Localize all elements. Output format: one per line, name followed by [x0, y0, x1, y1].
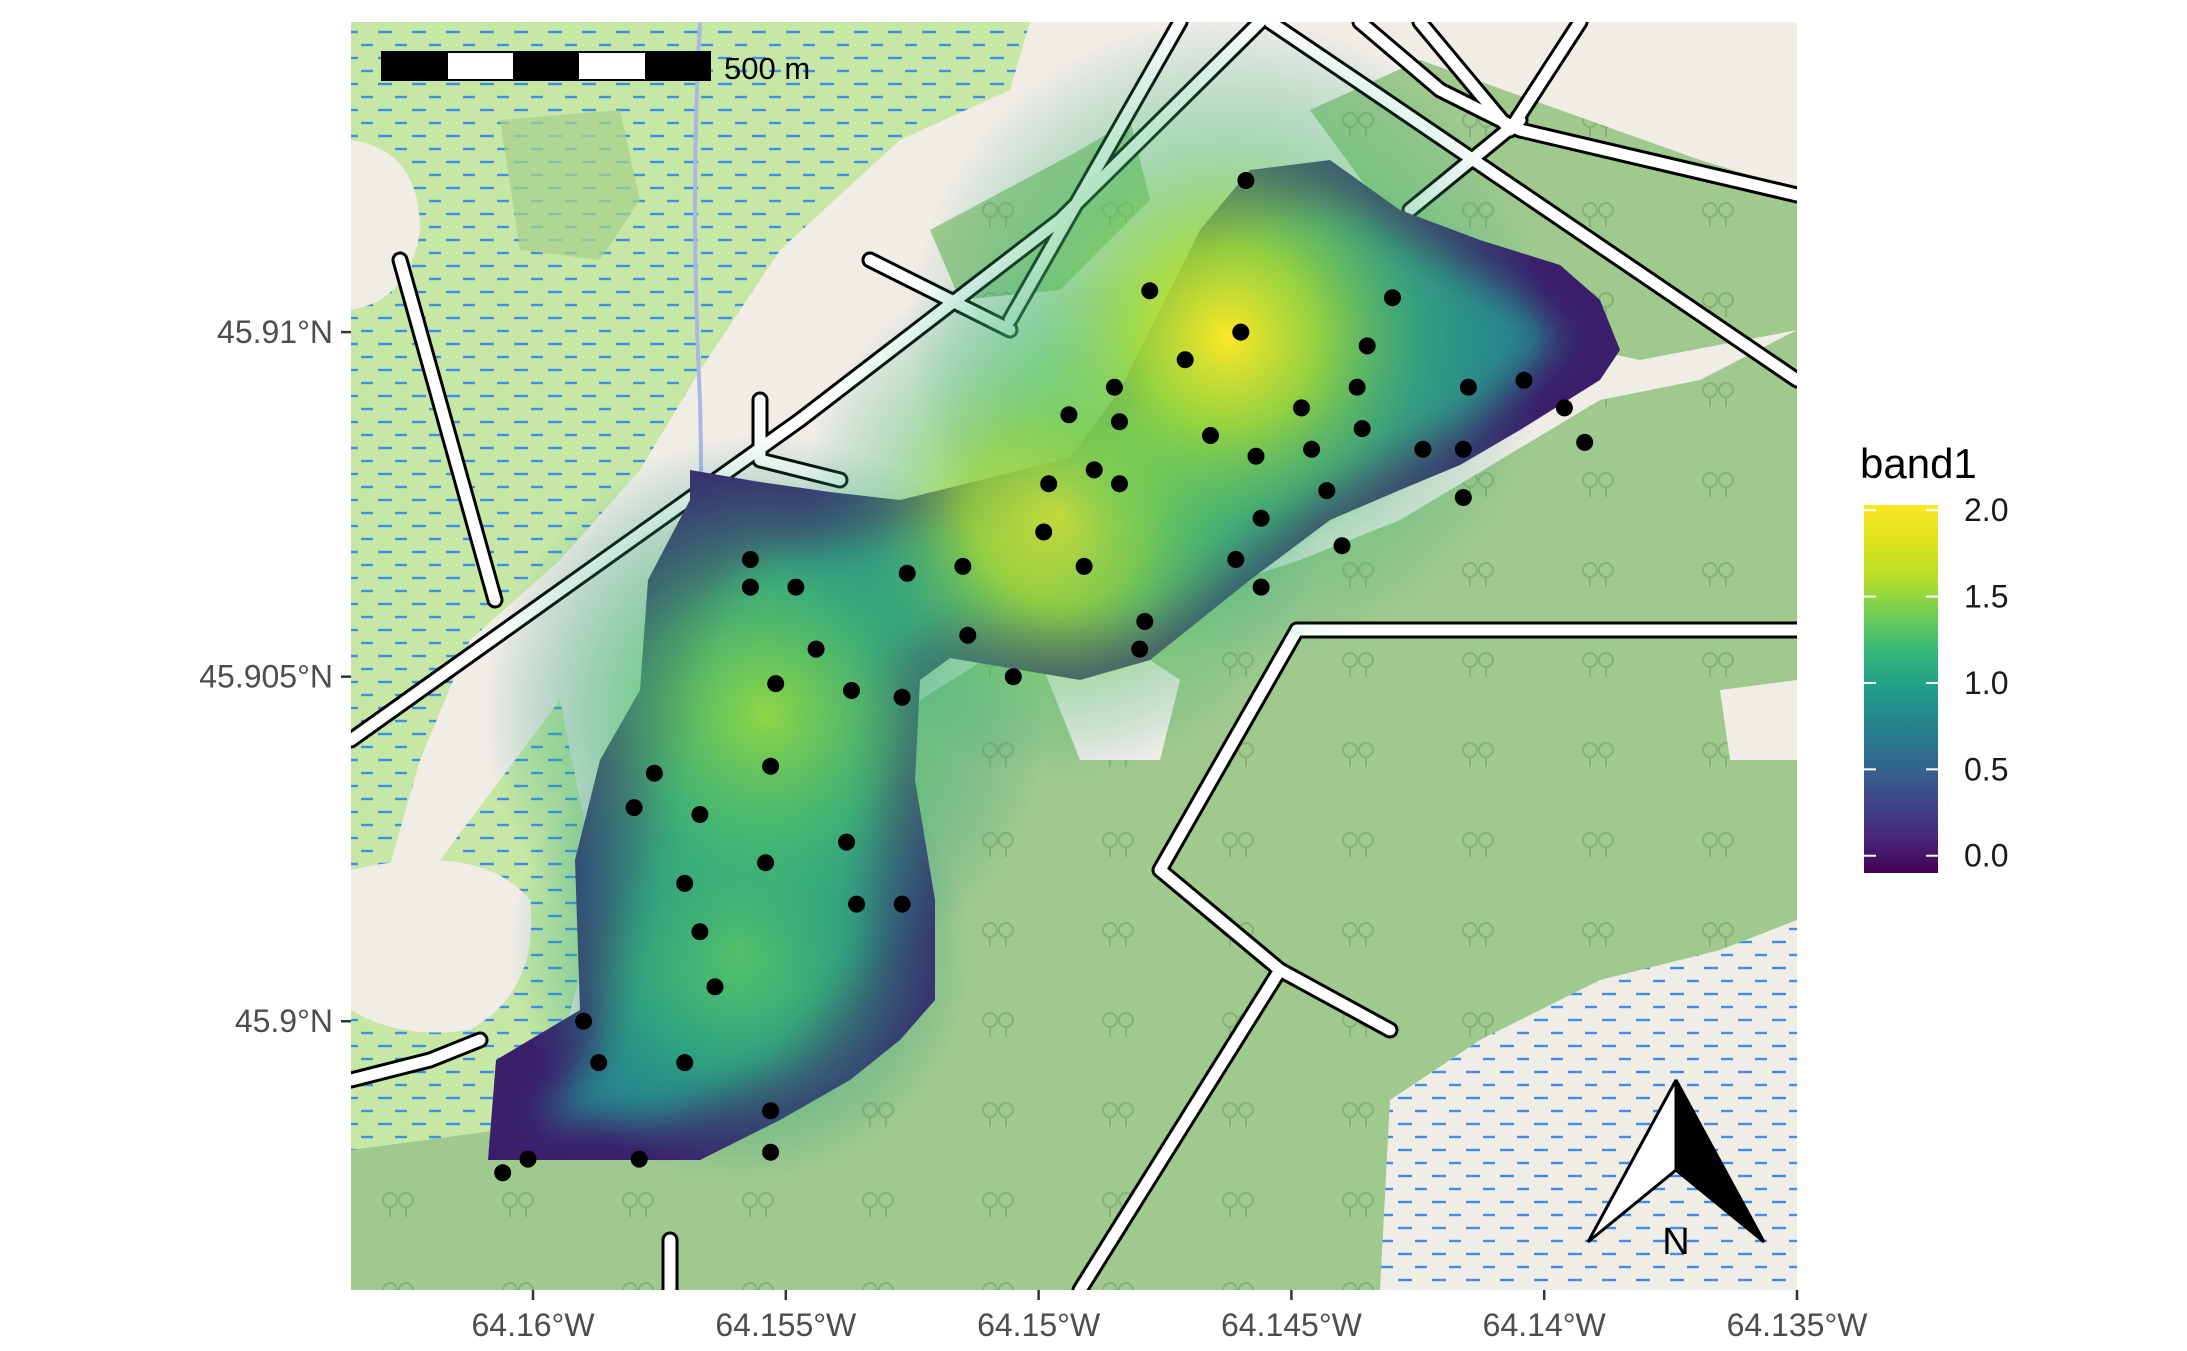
sample-point: [1353, 420, 1371, 438]
sample-point: [762, 1102, 780, 1120]
sample-point: [1576, 433, 1594, 451]
legend-title: band1: [1860, 440, 1977, 487]
sample-point: [898, 564, 916, 582]
sample-point: [757, 854, 775, 872]
sample-point: [767, 675, 785, 693]
sample-points: [494, 172, 1594, 1182]
sample-point: [1348, 378, 1366, 396]
legend-tick-label: 1.5: [1964, 579, 2008, 615]
north-arrow-label: N: [1662, 1221, 1689, 1263]
sample-point: [1252, 509, 1270, 527]
sample-point: [1111, 475, 1128, 493]
x-tick-label: 64.155°W: [715, 1307, 857, 1343]
sample-point: [1459, 378, 1477, 396]
x-tick-label: 64.14°W: [1483, 1307, 1607, 1343]
sample-point: [848, 895, 866, 913]
sample-point: [676, 874, 694, 892]
sample-point: [1252, 578, 1270, 596]
sample-point: [1318, 482, 1336, 500]
legend-ticks: 2.0 1.5 1.0 0.5 0.0: [1864, 492, 2008, 874]
sample-point: [787, 578, 805, 596]
x-tick-label: 64.145°W: [1221, 1307, 1363, 1343]
sample-point: [741, 551, 759, 568]
sample-point: [1303, 440, 1321, 458]
y-tick-label: 45.905°N: [199, 659, 333, 695]
sample-point: [1040, 475, 1058, 493]
sample-point: [1085, 461, 1103, 479]
sample-point: [1247, 447, 1265, 465]
sample-point: [1454, 489, 1472, 506]
x-axis: 64.16°W 64.155°W 64.15°W 64.145°W 64.14°W 64.…: [471, 1290, 1868, 1343]
x-tick-label: 64.16°W: [471, 1307, 595, 1343]
legend-colorbar: [1864, 505, 1938, 873]
sample-point: [1176, 351, 1194, 369]
sample-point: [1075, 557, 1093, 575]
scale-bar: 500 m: [381, 51, 810, 86]
sample-point: [1232, 323, 1250, 341]
sample-point: [1136, 613, 1154, 630]
sample-point: [1515, 371, 1533, 389]
sample-point: [645, 764, 663, 782]
sample-point: [959, 626, 977, 644]
raster-layer: [351, 22, 1797, 1290]
legend: band1 2.0 1.5 1.0 0.5 0.0: [1860, 440, 2008, 874]
sample-point: [1111, 413, 1128, 431]
sample-point: [1105, 378, 1123, 396]
sample-point: [519, 1150, 537, 1168]
sample-point: [1237, 172, 1255, 189]
sample-point: [1227, 551, 1245, 568]
scale-bar-label: 500 m: [724, 51, 810, 86]
sample-point: [1358, 337, 1376, 355]
sample-point: [1035, 523, 1053, 541]
sample-point: [893, 688, 911, 706]
sample-point: [706, 978, 724, 996]
sample-point: [1333, 537, 1351, 555]
sample-point: [1202, 427, 1219, 444]
sample-point: [575, 1012, 593, 1030]
sample-point: [691, 923, 709, 941]
sample-point: [843, 682, 860, 699]
sample-point: [893, 895, 911, 913]
sample-point: [1004, 668, 1022, 686]
sample-point: [676, 1054, 694, 1072]
sample-point: [1293, 399, 1310, 417]
y-axis: 45.91°N 45.905°N 45.9°N: [199, 314, 351, 1039]
legend-tick-label: 0.0: [1964, 838, 2008, 874]
sample-point: [838, 833, 855, 851]
legend-tick-label: 2.0: [1964, 492, 2008, 528]
sample-point: [1555, 399, 1573, 417]
sample-point: [1060, 406, 1078, 424]
sample-point: [762, 1143, 780, 1161]
north-arrow: N: [1586, 1079, 1766, 1263]
sample-point: [590, 1054, 608, 1072]
sample-point: [1384, 289, 1401, 307]
sample-point: [1454, 440, 1472, 458]
sample-point: [807, 640, 825, 658]
sample-point: [625, 799, 643, 817]
x-tick-label: 64.15°W: [977, 1307, 1101, 1343]
basemap: [351, 22, 1797, 1290]
sample-point: [741, 578, 759, 596]
sample-point: [494, 1164, 512, 1182]
sample-point: [1131, 640, 1149, 658]
sample-point: [1141, 282, 1159, 300]
sample-point: [762, 757, 780, 775]
y-tick-label: 45.9°N: [235, 1003, 333, 1039]
y-tick-label: 45.91°N: [217, 314, 333, 350]
legend-tick-label: 1.0: [1964, 665, 2008, 701]
sample-point: [1414, 440, 1432, 458]
x-tick-label: 64.135°W: [1727, 1307, 1869, 1343]
legend-tick-label: 0.5: [1964, 751, 2008, 787]
sample-point: [691, 806, 709, 823]
sample-point: [954, 557, 972, 575]
sample-point: [630, 1150, 648, 1168]
